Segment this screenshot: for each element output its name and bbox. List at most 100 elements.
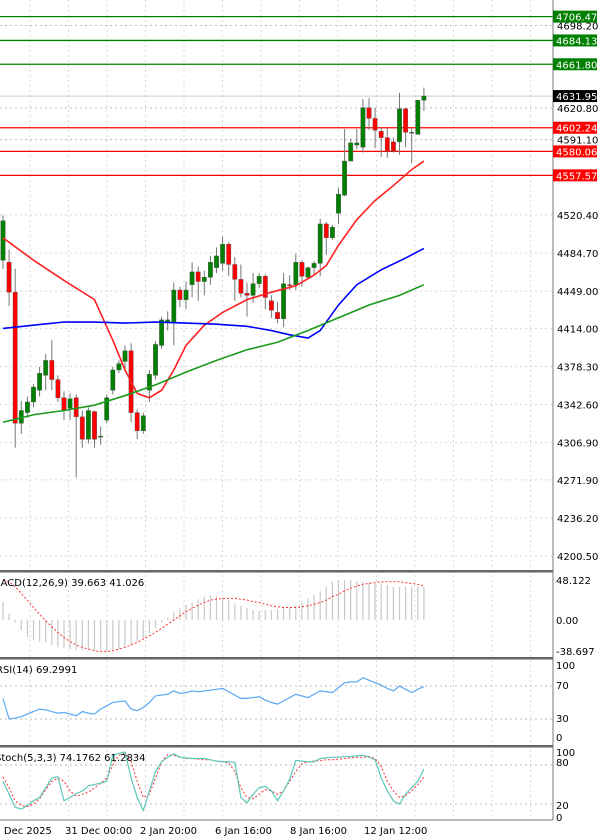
rsi-panel xyxy=(0,677,553,720)
price-tick-label: 4449.00 xyxy=(557,287,598,298)
price-tick-label: 4342.60 xyxy=(557,401,598,412)
level-label-bg xyxy=(553,34,597,47)
macd-tick-label: -38.697 xyxy=(556,647,595,658)
stoch-k-line xyxy=(2,751,425,813)
current-price-bg xyxy=(553,90,597,103)
moving-averages xyxy=(2,160,425,423)
level-label: 4706.47 xyxy=(556,13,597,24)
rsi-line xyxy=(2,677,425,720)
candle-bearish xyxy=(299,262,305,277)
candle-bearish xyxy=(287,284,293,286)
stoch-tick-label: 100 xyxy=(556,748,575,759)
rsi-tick-label: 30 xyxy=(556,714,569,725)
macd-title: MACD(12,26,9) 39.663 41.026 xyxy=(0,578,144,589)
candle-bullish xyxy=(110,369,116,391)
candle-bullish xyxy=(171,289,177,323)
candle-bearish xyxy=(366,107,372,119)
candle-bullish xyxy=(421,95,427,101)
rsi-tick-label: 70 xyxy=(556,681,569,692)
level-label: 4580.06 xyxy=(556,147,597,158)
macd-tick-label: 0.00 xyxy=(556,616,578,627)
axis-labels: 4520.40 4484.70 4449.00 4414.00 4378.30 4342.… xyxy=(553,10,598,824)
candle-bullish xyxy=(43,360,49,376)
x-label-1: 31 Dec 00:00 xyxy=(65,826,132,837)
candle-bearish xyxy=(275,312,280,320)
price-tick-label: 4200.50 xyxy=(557,552,598,563)
candle-bullish xyxy=(293,262,299,285)
candle-bullish xyxy=(207,262,213,278)
candle-bearish xyxy=(262,275,268,298)
candle-bearish xyxy=(195,271,201,282)
candle-bullish xyxy=(25,401,30,413)
candle-bullish xyxy=(250,283,256,296)
moving-average-ma_slow xyxy=(2,283,425,423)
macd-tick-label: 48.122 xyxy=(556,576,591,587)
candle-bearish xyxy=(12,291,18,424)
price-tick-label: 4484.70 xyxy=(557,249,598,260)
candle-bearish xyxy=(226,243,232,265)
level-label: 4602.24 xyxy=(556,124,597,135)
candle-bullish xyxy=(183,289,189,300)
candle-bullish xyxy=(116,363,122,371)
stoch-tick-label: 20 xyxy=(556,801,569,812)
level-label-bg xyxy=(553,145,597,158)
candles xyxy=(0,87,427,478)
candle-bullish xyxy=(342,160,347,196)
moving-average-ma_mid xyxy=(2,247,425,339)
rsi-title: RSI(14) 69.2991 xyxy=(0,665,77,676)
candle-bearish xyxy=(384,137,390,152)
price-mark-label: 4620.80 xyxy=(557,104,598,115)
price-tick-label: 4520.40 xyxy=(557,211,598,222)
moving-average-ma_fast xyxy=(2,160,425,399)
rsi-tick-label: 0 xyxy=(556,733,562,744)
candle-bearish xyxy=(177,289,183,300)
panel-separator xyxy=(0,745,553,748)
candle-bullish xyxy=(311,263,317,268)
level-label-bg xyxy=(553,10,597,23)
stoch-tick-label: 0 xyxy=(556,813,562,824)
candle-bearish xyxy=(79,416,85,440)
price-tick-label: 4306.90 xyxy=(557,439,598,450)
candle-bullish xyxy=(305,267,311,278)
candle-bullish xyxy=(317,223,323,264)
panel-separator xyxy=(0,657,553,660)
candle-bullish xyxy=(214,255,219,268)
level-label: 4661.80 xyxy=(556,60,597,71)
candle-bullish xyxy=(85,410,91,440)
price-tick-label: 4271.90 xyxy=(557,476,598,487)
candle-bullish xyxy=(104,397,110,421)
candle-bullish xyxy=(220,243,225,264)
price-mark-label: 4591.10 xyxy=(557,136,598,147)
level-label-bg xyxy=(553,169,597,182)
level-label-bg xyxy=(553,58,597,71)
candle-bearish xyxy=(61,397,67,411)
candle-bullish xyxy=(201,277,207,282)
stoch-title: Stoch(5,3,3) 74.1762 61.2834 xyxy=(0,753,146,764)
candle-bearish xyxy=(391,141,396,152)
candle-bullish xyxy=(146,374,152,391)
candle-bearish xyxy=(403,108,408,133)
candle-bullish xyxy=(67,398,73,409)
candle-bullish xyxy=(348,142,354,162)
candle-bullish xyxy=(159,319,164,346)
x-label-5: 12 Jan 12:00 xyxy=(364,826,427,837)
level-label-bg xyxy=(553,121,597,134)
candle-bullish xyxy=(189,271,195,285)
price-levels xyxy=(0,15,553,177)
candle-bullish xyxy=(37,372,43,391)
candle-bearish xyxy=(244,293,250,296)
x-label-4: 8 Jan 16:00 xyxy=(290,826,347,837)
candle-bearish xyxy=(323,223,329,238)
candle-bearish xyxy=(49,360,55,380)
candle-bullish xyxy=(360,107,366,148)
stoch-tick-label: 80 xyxy=(556,758,569,769)
candle-bullish xyxy=(409,132,415,134)
candle-bearish xyxy=(92,411,97,440)
stoch-panel xyxy=(0,751,553,813)
candle-bearish xyxy=(372,118,378,131)
candle-bullish xyxy=(354,142,360,146)
candle-bullish xyxy=(122,350,128,362)
candle-bearish xyxy=(238,279,244,294)
